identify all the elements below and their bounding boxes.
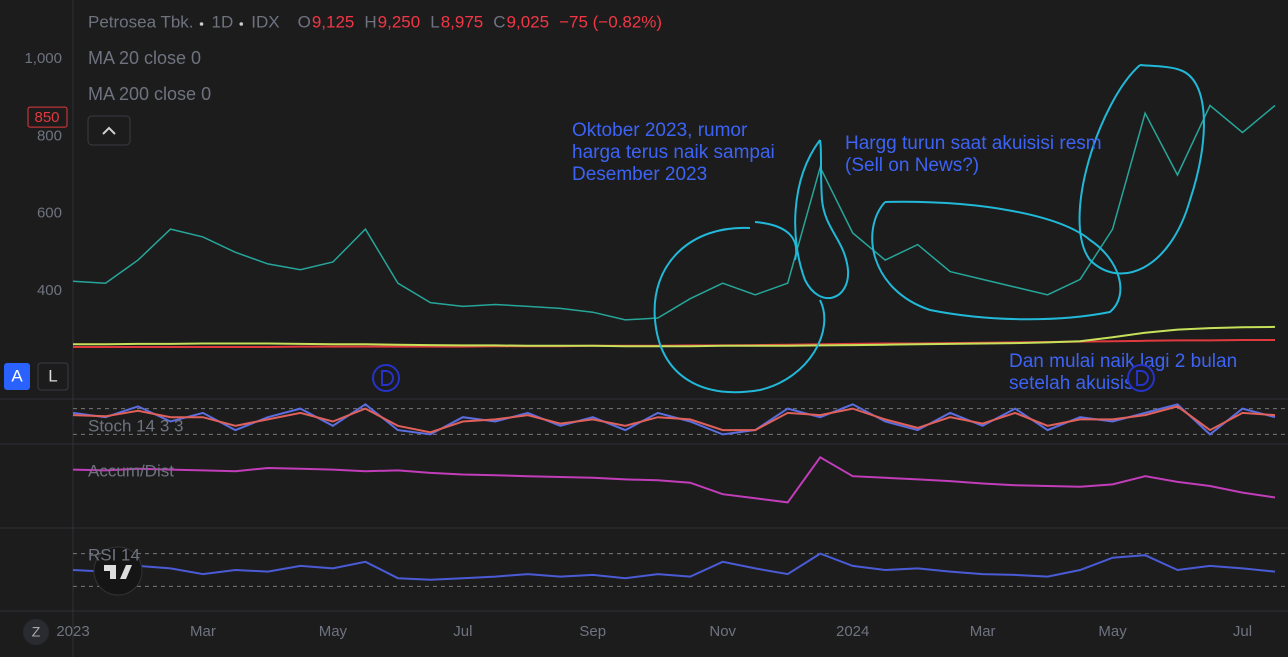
circle bbox=[653, 221, 826, 394]
annotation: Oktober 2023, rumor bbox=[572, 120, 748, 141]
x-tick-label: Mar bbox=[190, 623, 216, 640]
series-line bbox=[72, 405, 1276, 434]
header-text: 8,975 bbox=[441, 12, 484, 31]
logo bbox=[93, 546, 143, 596]
separator-dot bbox=[239, 22, 244, 26]
x-tick-label: May bbox=[1098, 623, 1127, 640]
header-text: IDX bbox=[251, 12, 279, 31]
x-tick-label: May bbox=[319, 623, 348, 640]
separator-dot bbox=[199, 22, 204, 26]
header-text: O bbox=[298, 12, 311, 31]
button-label: Z bbox=[32, 624, 41, 640]
collapse-button[interactable] bbox=[87, 115, 131, 146]
circle bbox=[871, 200, 1122, 321]
y-tick-label: 400 bbox=[37, 282, 62, 299]
chevron-icon bbox=[102, 126, 116, 135]
header-text: Petrosea Tbk. bbox=[88, 12, 194, 31]
x-tick-label: Sep bbox=[579, 623, 606, 640]
button-label: L bbox=[48, 366, 57, 385]
icon-circle bbox=[372, 364, 400, 392]
indicator-title: Stoch 14 3 3 bbox=[88, 416, 183, 435]
logo-circle bbox=[93, 546, 143, 596]
series-line bbox=[73, 325, 1276, 348]
legend-entry: MA 200 close 0 bbox=[88, 84, 211, 104]
auto-scale-button[interactable] bbox=[4, 363, 30, 390]
icon-circle bbox=[1127, 364, 1155, 392]
circle bbox=[1078, 64, 1205, 275]
header-text: C bbox=[493, 12, 505, 31]
header-text: 1D bbox=[212, 12, 234, 31]
header-text: H bbox=[364, 12, 376, 31]
series-line bbox=[72, 104, 1276, 321]
circle bbox=[794, 139, 850, 300]
x-tick-label: Jul bbox=[1233, 623, 1252, 640]
annotation: Hargg turun saat akuisisi resm bbox=[845, 133, 1102, 154]
y-tick-label: 800 bbox=[37, 127, 62, 144]
x-tick-label: 2023 bbox=[56, 623, 89, 640]
legend-entry: MA 20 close 0 bbox=[88, 48, 201, 68]
x-tick-label: Jul bbox=[453, 623, 472, 640]
header-text: 9,125 bbox=[312, 12, 355, 31]
annotation: Desember 2023 bbox=[572, 164, 707, 185]
annotation: setelah akuisisi bbox=[1009, 373, 1138, 394]
indicator-title: RSI 14 bbox=[88, 545, 140, 564]
header-text: −75 (−0.82%) bbox=[559, 12, 662, 31]
indicator-title: Accum/Dist bbox=[88, 461, 174, 480]
header-text: L bbox=[430, 12, 439, 31]
logo-glyph bbox=[104, 565, 132, 579]
hand-drawn-circles bbox=[653, 64, 1205, 394]
series-line bbox=[72, 552, 1276, 581]
x-tick-label: Mar bbox=[970, 623, 996, 640]
plot bbox=[72, 104, 1288, 587]
log-scale-button[interactable] bbox=[37, 362, 69, 391]
annotation: harga terus naik sampai bbox=[572, 142, 775, 163]
last-price-label: 850 bbox=[34, 109, 59, 126]
timezone-button[interactable] bbox=[23, 619, 49, 645]
dividend-icon bbox=[372, 364, 1155, 392]
icon-glyph bbox=[1136, 370, 1149, 386]
series-line bbox=[72, 455, 1276, 504]
x-tick-label: Nov bbox=[709, 623, 736, 640]
header-text: 9,025 bbox=[507, 12, 550, 31]
x-tick-label: 2024 bbox=[836, 623, 869, 640]
icon-glyph bbox=[381, 370, 394, 386]
button-label: A bbox=[11, 366, 23, 385]
y-tick-label: 600 bbox=[37, 205, 62, 222]
annotation: Dan mulai naik lagi 2 bulan bbox=[1009, 351, 1237, 372]
y-tick-label: 1,000 bbox=[24, 50, 62, 67]
annotation: (Sell on News?) bbox=[845, 155, 979, 176]
header-text: 9,250 bbox=[378, 12, 421, 31]
series-line bbox=[72, 403, 1276, 436]
last-price-badge bbox=[27, 106, 68, 128]
